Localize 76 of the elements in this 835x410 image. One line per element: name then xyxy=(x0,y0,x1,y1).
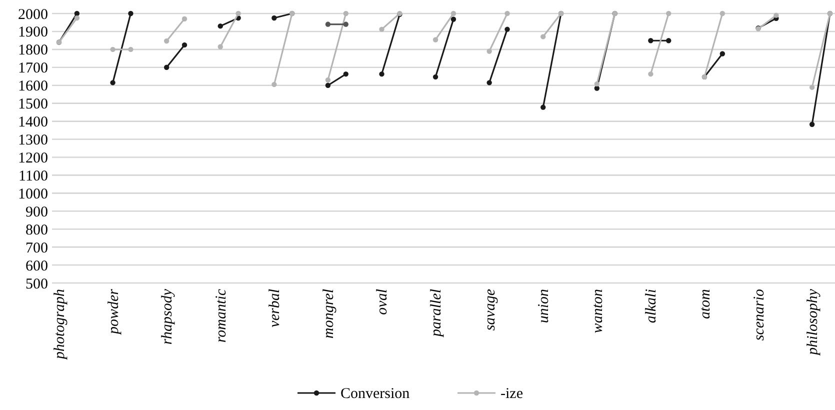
point xyxy=(128,46,134,52)
x-tick-label: atom xyxy=(697,288,714,319)
legend-label: Conversion xyxy=(340,386,410,402)
point xyxy=(774,12,779,18)
point xyxy=(272,15,277,21)
point xyxy=(325,82,331,88)
point xyxy=(720,10,726,16)
point xyxy=(236,10,241,16)
point xyxy=(128,10,134,16)
x-tick-label: alkali xyxy=(644,289,660,324)
point xyxy=(809,84,815,90)
point xyxy=(343,10,348,16)
point xyxy=(450,10,456,16)
x-tick-label: scenario xyxy=(751,288,768,341)
point xyxy=(720,51,726,56)
point xyxy=(325,77,331,83)
x-tick-label: oval xyxy=(374,289,391,315)
y-tick-label: 1400 xyxy=(18,114,48,131)
x-tick-label: rhapsody xyxy=(160,288,176,345)
legend-label: -ize xyxy=(500,386,524,402)
x-tick-label: romantic xyxy=(213,288,230,343)
point xyxy=(540,34,546,40)
y-tick-label: 700 xyxy=(26,240,48,256)
x-tick-label: photograph xyxy=(52,289,68,360)
point xyxy=(218,44,223,50)
point xyxy=(379,71,384,77)
point xyxy=(666,10,672,16)
point xyxy=(809,122,815,127)
point xyxy=(666,38,672,44)
point xyxy=(74,15,80,21)
y-tick-label: 1300 xyxy=(18,132,48,149)
y-tick-label: 1000 xyxy=(18,186,48,202)
y-tick-label: 1100 xyxy=(18,168,48,184)
point xyxy=(164,64,170,70)
x-tick-label: union xyxy=(536,289,552,324)
point xyxy=(504,10,510,16)
y-tick-label: 800 xyxy=(26,222,48,238)
y-tick-label: 1500 xyxy=(18,96,48,113)
x-tick-label: powder xyxy=(106,288,122,335)
y-tick-label: 1700 xyxy=(18,60,48,77)
x-tick-label: wanton xyxy=(590,289,606,334)
x-tick-label: savage xyxy=(482,288,498,331)
point xyxy=(486,48,492,54)
point xyxy=(648,71,654,77)
y-tick-label: 600 xyxy=(26,258,48,274)
x-tick-label: mongrel xyxy=(320,289,337,338)
point xyxy=(343,71,348,77)
point xyxy=(74,10,80,16)
point xyxy=(648,38,654,44)
point xyxy=(504,26,510,32)
x-tick-label: philosophy xyxy=(805,288,822,356)
point xyxy=(182,42,188,48)
point xyxy=(164,38,170,44)
point xyxy=(594,81,600,87)
point xyxy=(218,23,223,29)
point xyxy=(450,16,456,22)
point xyxy=(110,80,116,86)
y-tick-label: 2000 xyxy=(18,6,48,23)
x-tick-label: verbal xyxy=(267,289,284,328)
point xyxy=(540,104,546,110)
point xyxy=(343,22,348,27)
x-tick-label: parallel xyxy=(428,289,445,338)
point xyxy=(272,82,277,88)
point xyxy=(110,46,116,52)
point xyxy=(379,26,384,32)
y-tick-label: 900 xyxy=(26,204,48,220)
point xyxy=(432,37,438,42)
y-tick-label: 1900 xyxy=(18,24,48,41)
y-tick-label: 1600 xyxy=(18,78,48,95)
point xyxy=(486,80,492,86)
point xyxy=(325,22,331,27)
point xyxy=(182,16,188,22)
y-tick-label: 1200 xyxy=(18,150,48,166)
point xyxy=(432,74,438,80)
y-tick-label: 500 xyxy=(26,276,48,292)
y-tick-label: 1800 xyxy=(18,42,48,59)
